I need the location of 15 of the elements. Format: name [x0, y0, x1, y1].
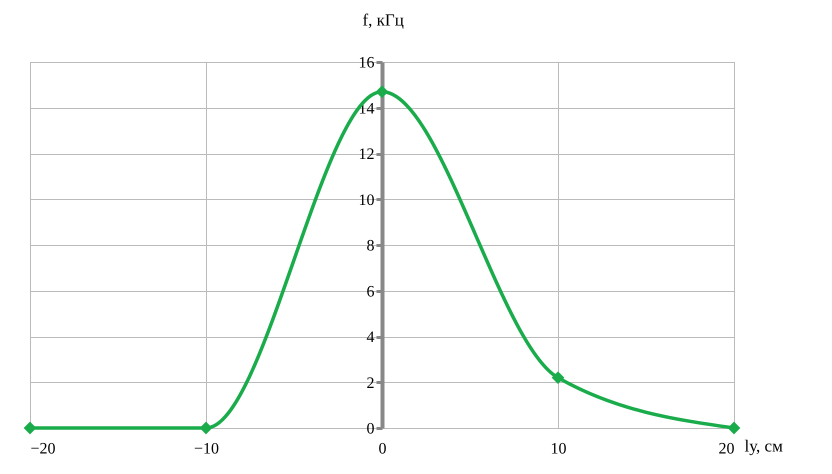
y-tick-label: 8	[366, 238, 374, 254]
x-tick-label: 10	[550, 440, 566, 458]
y-tick-label: 16	[358, 54, 374, 72]
y-tick-label: 0	[366, 420, 374, 438]
x-tick-label: −10	[194, 440, 220, 458]
x-axis-title: lу, см	[744, 436, 784, 456]
y-tick-label: 12	[358, 146, 374, 163]
x-tick-label: 0	[378, 440, 386, 458]
y-tick-label: 10	[358, 192, 374, 209]
x-tick-label: −20	[30, 440, 56, 458]
x-tick-label: 20	[718, 440, 734, 458]
y-tick-label: 2	[366, 374, 374, 392]
y-tick-label: 4	[366, 329, 374, 346]
y-axis-title: f, кГц	[362, 10, 404, 30]
y-tick-label: 6	[366, 283, 374, 300]
